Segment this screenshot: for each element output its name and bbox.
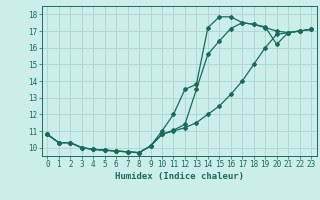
X-axis label: Humidex (Indice chaleur): Humidex (Indice chaleur) bbox=[115, 172, 244, 181]
